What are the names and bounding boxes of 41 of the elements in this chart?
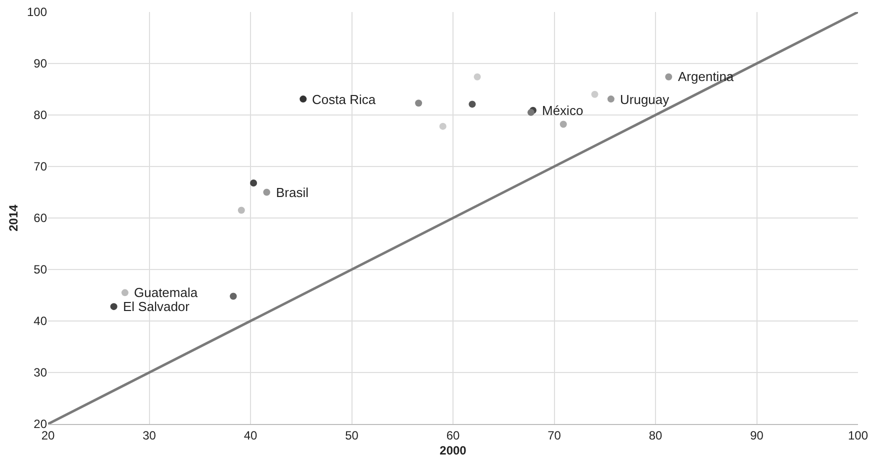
y-tick-label: 40 <box>34 314 48 328</box>
y-tick-label: 50 <box>34 262 48 277</box>
point <box>230 292 237 300</box>
y-tick-label: 30 <box>34 366 48 380</box>
annotation: Brasil <box>276 185 309 200</box>
y-tick-label: 70 <box>34 160 48 174</box>
point <box>607 96 614 103</box>
point <box>415 100 422 107</box>
annotation: Uruguay <box>620 92 670 107</box>
annotation: Costa Rica <box>312 92 376 107</box>
point <box>560 120 567 128</box>
x-tick-label: 30 <box>142 428 156 442</box>
x-tick-label: 70 <box>548 428 562 442</box>
x-tick-label: 50 <box>345 428 359 442</box>
point <box>300 96 307 103</box>
point <box>591 90 598 98</box>
point <box>527 108 534 116</box>
x-tick-label: 100 <box>848 428 868 442</box>
annotation: El Salvador <box>123 299 190 314</box>
point <box>468 100 476 108</box>
y-tick-label: 90 <box>34 56 48 71</box>
point <box>263 188 270 196</box>
point <box>121 289 128 296</box>
x-tick-label: 80 <box>648 428 662 442</box>
annotation: Guatemala <box>134 285 198 300</box>
point <box>250 179 258 186</box>
x-tick-label: 40 <box>244 428 258 442</box>
x-tick-label: 90 <box>750 428 764 442</box>
point <box>665 73 672 80</box>
y-tick-label: 100 <box>26 5 48 20</box>
point <box>439 122 446 130</box>
y-tick-label: 60 <box>34 211 48 226</box>
y-axis-title: 2014 <box>6 204 20 232</box>
point <box>474 73 481 80</box>
y-tick-label: 80 <box>34 108 48 122</box>
annotation: México <box>542 103 584 118</box>
x-axis-title: 2000 <box>440 443 467 458</box>
point <box>238 206 245 214</box>
y-tick-label: 20 <box>34 417 48 432</box>
point <box>110 303 118 310</box>
x-tick-label: 60 <box>446 428 460 442</box>
